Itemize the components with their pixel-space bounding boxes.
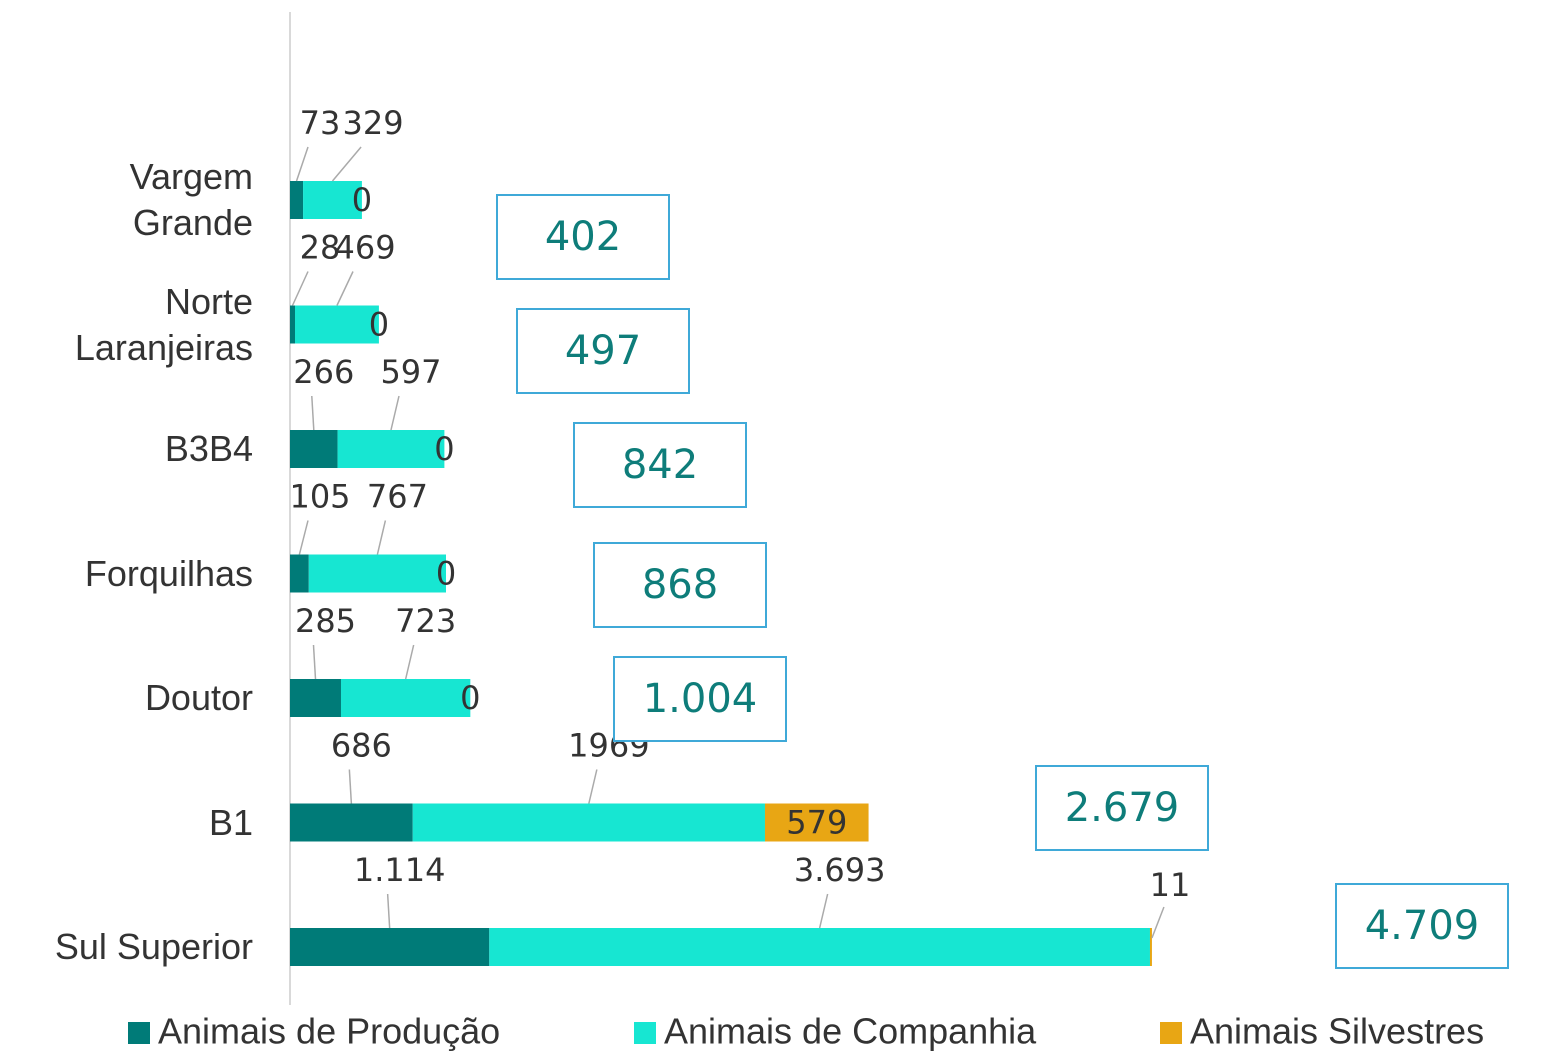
y-tick-label: B3B4 xyxy=(164,428,253,469)
total-box xyxy=(593,542,767,628)
leader-line xyxy=(295,146,309,182)
legend-label: Animais Silvestres xyxy=(1190,1011,1484,1052)
bar-segment xyxy=(290,928,490,966)
data-label: 285 xyxy=(295,602,356,640)
legend-label: Animais de Companhia xyxy=(664,1011,1037,1052)
total-box xyxy=(516,308,690,394)
total-box xyxy=(1335,883,1509,969)
data-label: 1.114 xyxy=(354,851,446,889)
y-tick-label: Doutor xyxy=(144,677,253,718)
bar-segment xyxy=(295,305,379,344)
bar-segment xyxy=(290,430,338,468)
total-label: 402 xyxy=(545,214,621,260)
bar-segment xyxy=(290,305,296,344)
data-label: 0 xyxy=(434,430,454,468)
legend-swatch xyxy=(634,1022,656,1044)
data-label: 0 xyxy=(460,679,480,717)
bar-segment xyxy=(1149,928,1152,966)
y-tick-label: Sul Superior xyxy=(54,926,253,967)
bar-segment xyxy=(303,181,362,219)
bar-segment xyxy=(340,679,471,717)
data-label: 686 xyxy=(331,727,392,765)
data-label: 329 xyxy=(343,104,404,142)
bar-segment xyxy=(308,554,447,593)
leader-line xyxy=(376,520,387,555)
leader-line xyxy=(386,893,391,929)
leader-line xyxy=(331,146,362,182)
leader-line xyxy=(298,520,309,555)
total-box xyxy=(1035,765,1209,851)
y-tick-label: Forquilhas xyxy=(84,552,253,594)
data-label: 266 xyxy=(293,353,354,391)
leader-line xyxy=(291,271,309,306)
legend-swatch xyxy=(1160,1022,1182,1044)
leader-line xyxy=(312,644,317,680)
data-label: 105 xyxy=(289,478,350,516)
bar-segment xyxy=(764,803,869,842)
y-tick-label: B1 xyxy=(208,801,253,843)
total-label: 842 xyxy=(622,442,698,488)
data-label: 0 xyxy=(436,555,456,593)
leader-line xyxy=(818,893,829,929)
data-label: 597 xyxy=(380,353,441,391)
leader-line xyxy=(311,395,315,431)
bar-segment xyxy=(290,181,304,219)
leader-line xyxy=(390,395,400,431)
bar-segment xyxy=(290,679,341,717)
data-label: 767 xyxy=(367,478,428,516)
bar-segment xyxy=(290,554,309,593)
leader-line xyxy=(588,769,598,804)
bar-segment xyxy=(290,803,413,842)
data-label: 0 xyxy=(369,306,389,344)
leader-line xyxy=(336,271,354,306)
total-box xyxy=(496,194,670,280)
legend-swatch xyxy=(128,1022,150,1044)
data-label: 723 xyxy=(395,602,456,640)
data-label: 579 xyxy=(786,804,847,842)
total-box xyxy=(613,656,787,742)
total-label: 1.004 xyxy=(643,676,758,722)
y-tick-label: Vargem Grande xyxy=(129,156,253,243)
leader-line xyxy=(404,644,415,680)
leader-line xyxy=(348,769,353,804)
data-label: 11 xyxy=(1150,866,1191,904)
legend-label: Animais de Produção xyxy=(158,1011,500,1052)
bar-segment xyxy=(489,928,1150,966)
bar-segment xyxy=(337,430,445,468)
total-label: 4.709 xyxy=(1365,903,1480,949)
data-label: 469 xyxy=(334,229,395,267)
data-label: 73 xyxy=(300,104,341,142)
total-label: 497 xyxy=(565,328,641,374)
data-label: 28 xyxy=(300,229,341,267)
y-tick-label: Norte Laranjeiras xyxy=(74,280,253,368)
bar-segment xyxy=(412,803,765,842)
total-label: 2.679 xyxy=(1065,785,1180,831)
total-box xyxy=(573,422,747,508)
total-label: 868 xyxy=(642,562,718,608)
data-label: 3.693 xyxy=(794,851,886,889)
leader-line xyxy=(1151,906,1165,939)
data-label: 0 xyxy=(352,181,372,219)
